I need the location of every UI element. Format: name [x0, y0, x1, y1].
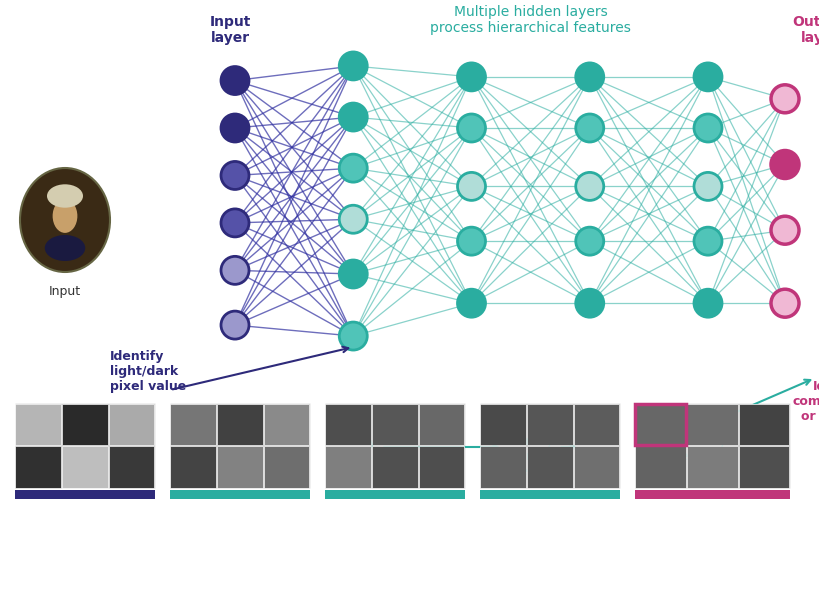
- Bar: [634, 490, 789, 499]
- Bar: [738, 446, 789, 487]
- Bar: [527, 446, 572, 487]
- Circle shape: [575, 63, 603, 91]
- Bar: [480, 404, 526, 445]
- Bar: [479, 403, 619, 488]
- Bar: [15, 403, 155, 488]
- Bar: [170, 404, 216, 445]
- Circle shape: [575, 172, 603, 200]
- Bar: [264, 446, 309, 487]
- Bar: [419, 446, 464, 487]
- Bar: [324, 490, 464, 499]
- Circle shape: [693, 172, 721, 200]
- Circle shape: [575, 289, 603, 317]
- Bar: [686, 446, 737, 487]
- Circle shape: [770, 289, 798, 317]
- Bar: [109, 446, 154, 487]
- Ellipse shape: [20, 168, 110, 272]
- Circle shape: [339, 322, 367, 350]
- Text: Input
layer: Input layer: [209, 15, 251, 45]
- Bar: [479, 490, 619, 499]
- Bar: [738, 404, 789, 445]
- Bar: [264, 404, 309, 445]
- Text: Multiple hidden layers
process hierarchical features: Multiple hidden layers process hierarchi…: [430, 5, 631, 35]
- Circle shape: [339, 103, 367, 131]
- Bar: [325, 446, 371, 487]
- Circle shape: [221, 311, 249, 339]
- Circle shape: [339, 260, 367, 288]
- Circle shape: [457, 227, 485, 255]
- Ellipse shape: [52, 199, 77, 233]
- Circle shape: [457, 172, 485, 200]
- Bar: [15, 490, 155, 499]
- Bar: [573, 446, 618, 487]
- Bar: [527, 404, 572, 445]
- Bar: [217, 446, 263, 487]
- Bar: [480, 446, 526, 487]
- Circle shape: [770, 150, 798, 178]
- Bar: [573, 404, 618, 445]
- Text: Identify
combinations
or features: Identify combinations or features: [792, 380, 819, 423]
- Bar: [635, 404, 686, 445]
- Bar: [324, 403, 464, 488]
- Circle shape: [221, 209, 249, 237]
- Circle shape: [575, 114, 603, 142]
- Circle shape: [457, 63, 485, 91]
- Circle shape: [457, 114, 485, 142]
- Text: Input: Input: [49, 285, 81, 298]
- Circle shape: [221, 114, 249, 142]
- Bar: [16, 404, 61, 445]
- Circle shape: [339, 205, 367, 233]
- Circle shape: [221, 66, 249, 94]
- Circle shape: [693, 63, 721, 91]
- Circle shape: [770, 85, 798, 113]
- Bar: [372, 446, 418, 487]
- Text: Identify
edges: Identify edges: [329, 435, 377, 463]
- Bar: [109, 404, 154, 445]
- Circle shape: [693, 227, 721, 255]
- Circle shape: [575, 227, 603, 255]
- Text: Identify
combinations
of edges: Identify combinations of edges: [488, 435, 572, 478]
- Ellipse shape: [47, 185, 83, 208]
- Bar: [62, 404, 108, 445]
- Text: Output
layer: Output layer: [792, 15, 819, 45]
- Circle shape: [339, 154, 367, 182]
- Circle shape: [770, 216, 798, 244]
- Circle shape: [339, 52, 367, 80]
- Text: Identify
light/dark
pixel value: Identify light/dark pixel value: [110, 350, 186, 393]
- Circle shape: [693, 289, 721, 317]
- Bar: [635, 404, 686, 445]
- Bar: [170, 446, 216, 487]
- Bar: [16, 446, 61, 487]
- Ellipse shape: [45, 235, 85, 261]
- Text: Identify
features: Identify features: [676, 435, 728, 463]
- Bar: [634, 403, 789, 488]
- Bar: [325, 404, 371, 445]
- Bar: [170, 403, 310, 488]
- Bar: [419, 404, 464, 445]
- Bar: [62, 446, 108, 487]
- Circle shape: [457, 289, 485, 317]
- Circle shape: [693, 114, 721, 142]
- Bar: [217, 404, 263, 445]
- Bar: [686, 404, 737, 445]
- Bar: [372, 404, 418, 445]
- Circle shape: [221, 256, 249, 284]
- Bar: [170, 490, 310, 499]
- Circle shape: [221, 161, 249, 189]
- Bar: [635, 446, 686, 487]
